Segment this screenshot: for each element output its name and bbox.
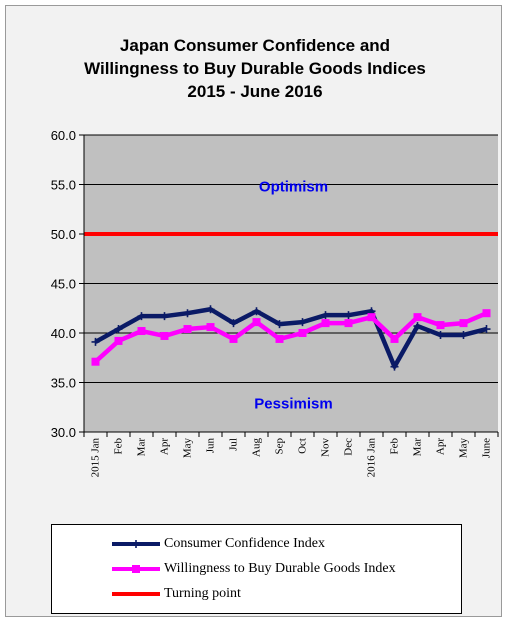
legend-marker-willingness-to-buy [132,565,140,573]
x-tick-label: Oct [297,438,309,454]
data-point-consumer-confidence-index [413,322,422,331]
x-tick-label: June [481,438,493,458]
data-point-consumer-confidence-index [482,325,491,334]
data-point-willingness-to-buy-durable-goods-index [275,334,284,343]
data-point-willingness-to-buy-durable-goods-index [252,318,261,327]
data-point-willingness-to-buy-durable-goods-index [229,334,238,343]
data-point-willingness-to-buy-durable-goods-index [137,327,146,336]
series-layer [84,232,498,371]
annotation-optimism: Optimism [259,178,328,195]
x-tick-label: Nov [320,438,332,457]
y-tick-label: 50.0 [51,227,76,242]
annotations: Optimism Pessimism [254,178,332,412]
data-point-consumer-confidence-index [160,312,169,321]
annotation-pessimism: Pessimism [254,395,332,412]
x-tick-label: Aug [251,438,263,457]
x-tick-label: Jun [205,438,217,454]
chart-title: Japan Consumer Confidence and Willingnes… [0,34,510,103]
chart-title-line-2: Willingness to Buy Durable Goods Indices [84,59,426,78]
data-point-willingness-to-buy-durable-goods-index [367,313,376,322]
data-point-willingness-to-buy-durable-goods-index [160,331,169,340]
data-point-consumer-confidence-index [344,311,353,320]
data-point-willingness-to-buy-durable-goods-index [459,319,468,328]
x-tick-label: Dec [343,438,355,456]
data-point-consumer-confidence-index [137,312,146,321]
data-point-consumer-confidence-index [321,311,330,320]
legend-label-willingness-to-buy: Willingness to Buy Durable Goods Index [164,561,396,576]
x-tick-label: May [458,438,470,459]
x-tick-label: Sep [274,438,286,455]
x-tick-label: 2015 Jan [90,438,102,478]
y-tick-label: 35.0 [51,376,76,391]
chart-title-line-3: 2015 - June 2016 [187,82,323,101]
legend-marker-consumer-confidence [132,540,140,548]
x-tick-label: 2016 Jan [366,438,378,478]
data-point-consumer-confidence-index [229,319,238,328]
legend-label-consumer-confidence: Consumer Confidence Index [164,536,325,551]
data-point-consumer-confidence-index [252,307,261,316]
x-tick-label: Feb [113,438,125,455]
data-point-willingness-to-buy-durable-goods-index [298,329,307,337]
chart-title-line-1: Japan Consumer Confidence and [119,36,391,55]
data-point-willingness-to-buy-durable-goods-index [344,319,353,328]
x-axis-ticks: 2015 Jan Feb Mar Apr May Jun Jul Aug Sep Oct Nov De… [83,432,499,478]
x-tick-label: Mar [136,438,148,457]
data-point-consumer-confidence-index [275,320,284,329]
legend-label-turning-point: Turning point [164,586,241,601]
data-point-willingness-to-buy-durable-goods-index [91,357,100,366]
data-point-willingness-to-buy-durable-goods-index [390,334,399,343]
x-tick-label: Feb [389,438,401,455]
chart-legend: Consumer Confidence Index Willingness to… [51,524,462,614]
data-point-willingness-to-buy-durable-goods-index [413,313,422,322]
data-point-consumer-confidence-index [206,305,215,314]
data-point-consumer-confidence-index [298,318,307,327]
y-tick-label: 30.0 [51,425,76,440]
y-tick-label: 55.0 [51,178,76,193]
y-axis-ticks: 30.0 35.0 40.0 45.0 50.0 55.0 60.0 [51,128,84,440]
data-point-consumer-confidence-index [390,362,399,371]
data-point-consumer-confidence-index [436,330,445,339]
data-point-willingness-to-buy-durable-goods-index [436,321,445,330]
data-point-consumer-confidence-index [183,309,192,318]
data-point-consumer-confidence-index [114,325,123,334]
x-tick-label: May [182,438,194,459]
data-point-willingness-to-buy-durable-goods-index [114,336,123,345]
x-tick-label: Jul [228,438,240,451]
x-tick-label: Mar [412,438,424,457]
y-tick-label: 60.0 [51,128,76,143]
x-tick-label: Apr [159,438,171,455]
y-tick-label: 45.0 [51,277,76,292]
data-point-consumer-confidence-index [91,337,100,346]
data-point-willingness-to-buy-durable-goods-index [206,323,215,332]
x-tick-label: Apr [435,438,447,455]
data-point-willingness-to-buy-durable-goods-index [183,325,192,334]
y-tick-label: 40.0 [51,326,76,341]
data-point-consumer-confidence-index [459,330,468,339]
data-point-willingness-to-buy-durable-goods-index [321,319,330,328]
data-point-willingness-to-buy-durable-goods-index [482,309,491,318]
